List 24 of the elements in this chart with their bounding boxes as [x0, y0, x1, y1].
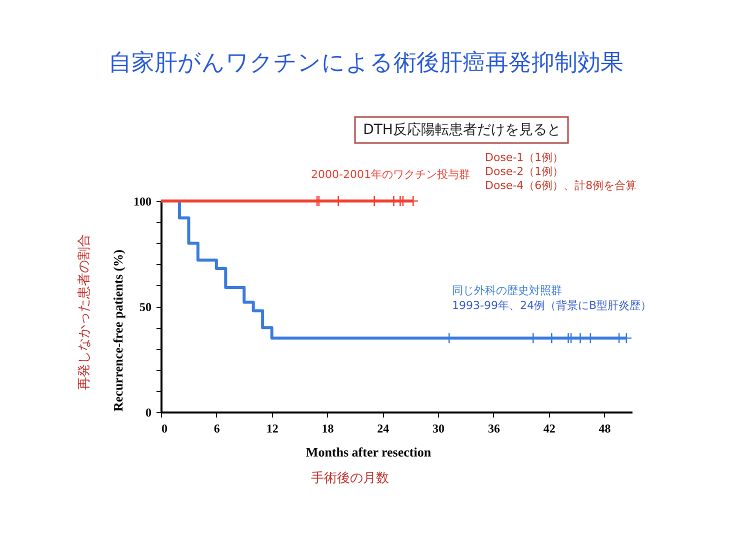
- y-tick-label: 0: [146, 406, 152, 420]
- text: 手術後の月数: [311, 471, 389, 486]
- y-tick-label: 100: [134, 194, 152, 208]
- x-tick-label: 24: [377, 422, 390, 436]
- text: Dose-2（1例）: [485, 165, 564, 178]
- x-tick-label: 12: [266, 422, 278, 436]
- x-tick-label: 0: [162, 422, 168, 436]
- text: 再発しなかった患者の割合: [77, 234, 92, 390]
- x-tick-label: 18: [322, 422, 334, 436]
- x-axis-title: Months after resection: [306, 444, 432, 460]
- x-tick-label: 36: [488, 422, 500, 436]
- y-tick-label: 50: [140, 300, 152, 314]
- text: Dose-1（1例）: [485, 151, 564, 164]
- x-tick-label: 48: [598, 422, 611, 436]
- x-tick-label: 6: [214, 422, 220, 436]
- series-label: 2000-2001年のワクチン投与群: [311, 168, 470, 181]
- chart-title: 自家肝がんワクチンによる術後肝癌再発抑制効果: [108, 50, 624, 76]
- x-tick-label: 30: [432, 422, 445, 436]
- text: DTH反応陽転患者だけを見ると: [363, 122, 561, 138]
- text: Dose-4（6例）、計8例を合算: [485, 179, 637, 192]
- text: 同じ外科の歴史対照群: [452, 284, 562, 297]
- annotation: 1993-99年、24例（背景にB型肝炎歴）: [452, 299, 652, 312]
- x-tick-label: 42: [543, 422, 556, 436]
- y-axis-title: Recurrence-free patients (%): [110, 250, 126, 412]
